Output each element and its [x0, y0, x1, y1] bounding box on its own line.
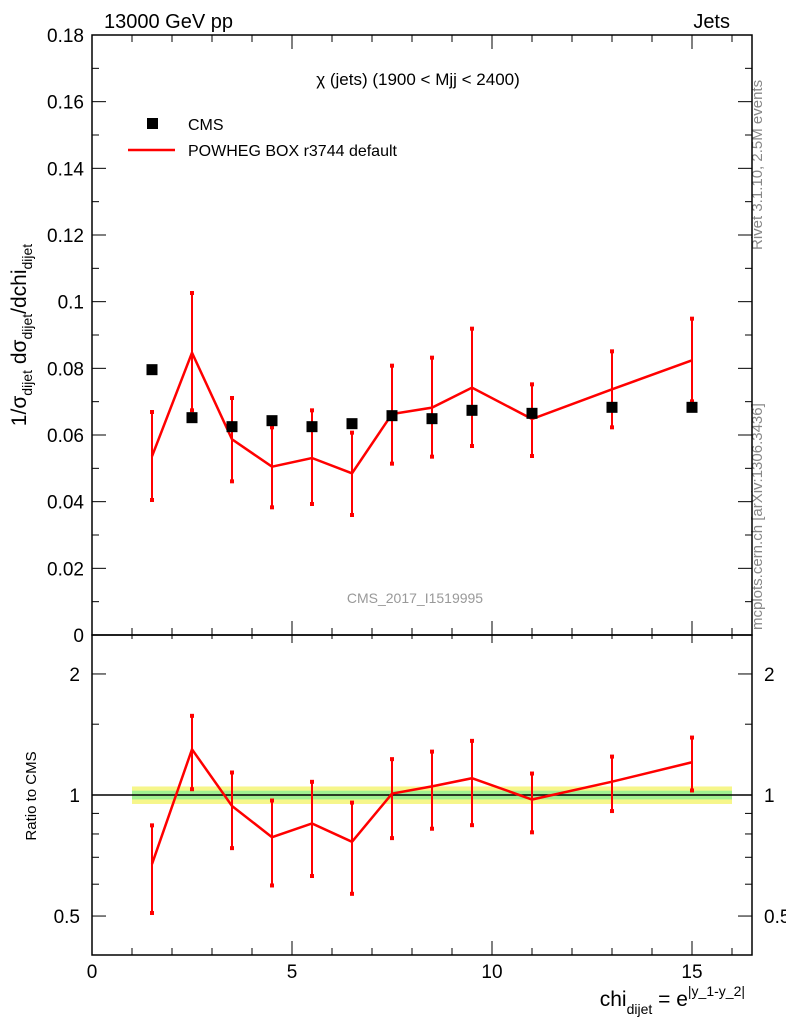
ratio-error-cap [350, 891, 354, 896]
y-tick-label: 0 [73, 626, 84, 647]
mc-error-cap [470, 326, 474, 331]
ratio-mc-line [150, 746, 693, 865]
mc-error-cap [610, 425, 614, 430]
cms-data-point [346, 418, 358, 430]
cms-data-point [686, 401, 698, 413]
ratio-error-cap [530, 771, 534, 776]
ratio-error-cap [190, 713, 194, 718]
ratio-tick-label: 1 [69, 786, 80, 807]
ratio-error-cap [390, 757, 394, 762]
ratio-error-cap [610, 809, 614, 814]
ratio-error-cap [690, 788, 694, 793]
mc-line [150, 349, 693, 475]
mc-error-cap [230, 479, 234, 484]
mc-error-cap [350, 430, 354, 435]
mc-error-cap [230, 396, 234, 400]
ratio-error-cap [430, 749, 434, 754]
legend-mc-label: POWHEG BOX r3744 default [188, 143, 398, 160]
mc-error-cap [430, 454, 434, 459]
y-axis-label: 1/σdijet dσdijet/dchidijet [8, 244, 35, 426]
cms-data-point [146, 364, 158, 376]
mcplots-label: mcplots.cern.ch [arXiv:1306.3436] [749, 403, 766, 630]
cms-data-point [526, 407, 538, 419]
mc-error-cap [470, 444, 474, 448]
ratio-y-axis-label: Ratio to CMS [23, 751, 40, 840]
x-tick-label: 15 [681, 962, 702, 983]
ratio-error-cap [690, 735, 694, 740]
y-tick-label: 0.18 [47, 26, 84, 47]
mc-error-cap [390, 461, 394, 466]
cms-data-point [186, 412, 198, 424]
mc-error-cap [390, 363, 394, 368]
y-tick-label: 0.1 [58, 293, 84, 314]
ratio-tick-label-right: 2 [764, 665, 775, 686]
mc-error-cap [530, 382, 534, 387]
cms-data-point [226, 421, 238, 433]
ratio-error-cap [310, 874, 314, 879]
x-tick-label: 5 [287, 962, 298, 983]
y-tick-label: 0.04 [47, 493, 84, 514]
mc-error-cap [610, 349, 614, 354]
y-tick-label: 0.02 [47, 559, 84, 580]
ratio-error-cap [390, 836, 394, 841]
cms-data-point [426, 413, 438, 425]
ratio-error-cap [310, 779, 314, 784]
ratio-error-cap [430, 826, 434, 831]
mc-error-cap [430, 355, 434, 360]
mc-error-cap [310, 408, 314, 413]
cms-data-point [386, 410, 398, 422]
mc-error-cap [190, 408, 194, 413]
mc-error-cap [690, 399, 694, 404]
ratio-tick-label: 0.5 [54, 907, 80, 928]
cms-data-point [466, 404, 478, 416]
mc-error-cap [150, 498, 154, 502]
mc-error-cap [310, 502, 314, 506]
ratio-error-cap [270, 798, 274, 803]
ratio-error-cap [530, 830, 534, 835]
ratio-error-cap [270, 883, 274, 888]
legend-cms-label: CMS [188, 117, 224, 134]
ratio-tick-label: 2 [69, 665, 80, 686]
cms-data-point [306, 421, 318, 433]
y-tick-label: 0.06 [47, 426, 84, 447]
mc-error-cap [690, 316, 694, 321]
ratio-error-cap [150, 823, 154, 828]
header-right: Jets [693, 11, 730, 33]
mc-error-cap [150, 410, 154, 414]
ratio-error-cap [470, 823, 474, 828]
y-tick-label: 0.08 [47, 359, 84, 380]
ratio-tick-label-right: 1 [764, 786, 775, 807]
ratio-error-cap [190, 787, 194, 792]
mc-error-cap [270, 425, 274, 430]
x-tick-label: 0 [87, 962, 98, 983]
legend: CMS POWHEG BOX r3744 default [128, 117, 398, 160]
ratio-error-cap [470, 738, 474, 743]
mc-error-cap [530, 454, 534, 458]
legend-cms-marker [147, 118, 158, 129]
mc-error-cap [270, 505, 274, 510]
watermark: CMS_2017_I1519995 [347, 590, 483, 606]
ratio-error-cap [230, 770, 234, 775]
ratio-error-cap [230, 846, 234, 851]
ratio-error-cap [350, 800, 354, 805]
plot-title: χ (jets) (1900 < Mjj < 2400) [316, 70, 520, 89]
y-tick-label: 0.16 [47, 93, 84, 114]
header-left: 13000 GeV pp [104, 11, 233, 33]
ratio-frame [91, 634, 753, 956]
y-tick-label: 0.12 [47, 226, 84, 247]
cms-data-point [266, 415, 278, 427]
ratio-error-cap [610, 754, 614, 759]
mc-error-cap [350, 513, 354, 517]
rivet-label: Rivet 3.1.10, 2.5M events [749, 80, 766, 250]
mc-error-cap [190, 291, 194, 295]
ratio-error-cap [150, 910, 154, 915]
y-tick-label: 0.14 [47, 159, 84, 180]
cms-data-point [606, 401, 618, 413]
x-axis-label: chidijet = e|y_1-y_2| [600, 983, 745, 1017]
x-tick-label: 10 [481, 962, 502, 983]
ratio-tick-label-right: 0.5 [764, 907, 786, 928]
